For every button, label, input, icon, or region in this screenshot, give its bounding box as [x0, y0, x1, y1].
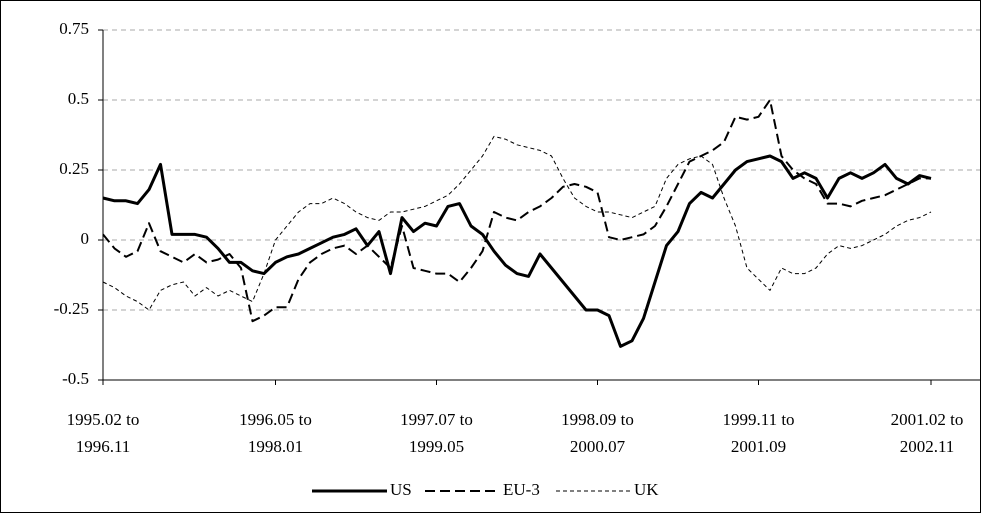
- y-tick-label: 0.25: [59, 159, 89, 178]
- line-series: [102, 135, 932, 311]
- y-tick-label: 0: [81, 229, 90, 248]
- y-tick-label: -0.25: [54, 299, 89, 318]
- x-tick-label: 2001.02 to 2002.11: [890, 410, 964, 456]
- y-tick-label: 0.5: [68, 89, 89, 108]
- x-tick-label: 1995.02 to 1996.11: [66, 410, 140, 456]
- legend-label: US: [390, 480, 412, 499]
- legend-label: UK: [634, 480, 659, 499]
- y-tick-label: -0.5: [62, 369, 89, 388]
- y-tick-label: 0.75: [59, 19, 89, 38]
- x-tick-label: 1996.05 to 1998.01: [239, 410, 312, 456]
- x-tick-label: 1997.07 to 1999.05: [400, 410, 473, 456]
- legend-label: EU-3: [503, 480, 540, 499]
- x-tick-label: 1998.09 to 2000.07: [561, 410, 634, 456]
- line-series: [102, 154, 932, 348]
- line-series: [102, 99, 931, 323]
- x-tick-label: 1999.11 to 2001.09: [722, 410, 795, 456]
